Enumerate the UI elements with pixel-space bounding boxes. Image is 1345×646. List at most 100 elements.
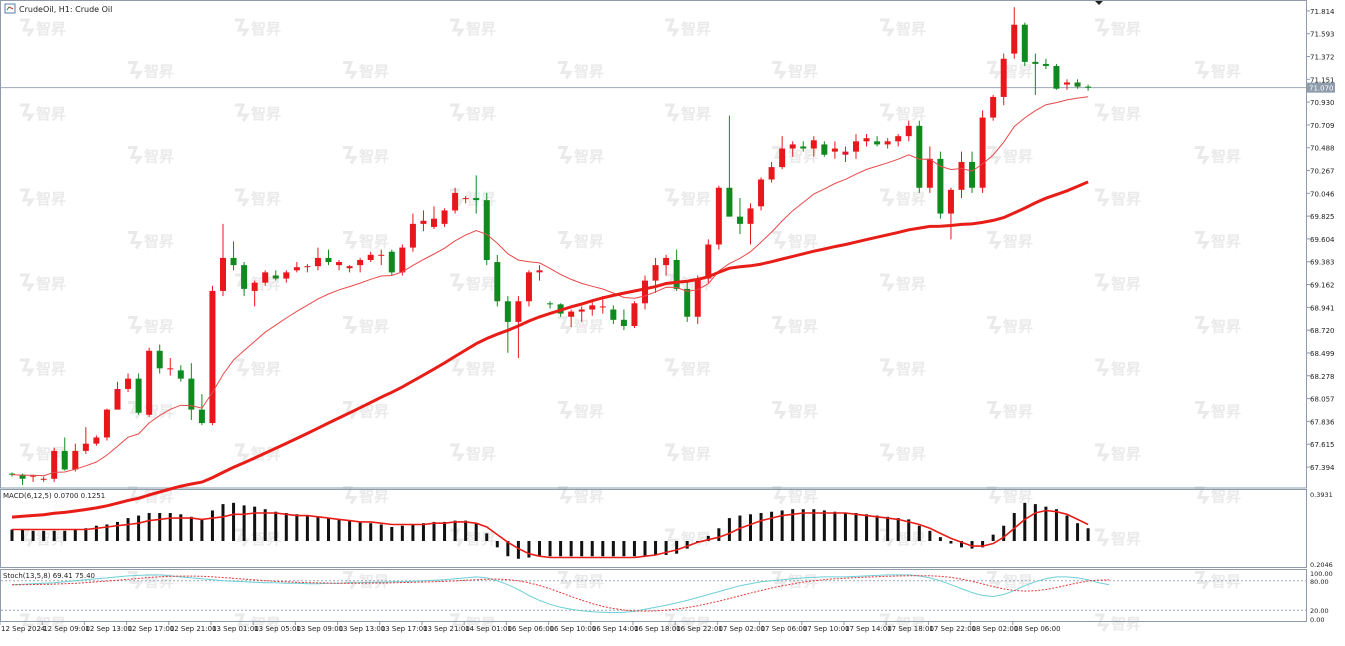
watermark-logo: 智昇 bbox=[665, 103, 711, 123]
watermark-text: 智昇 bbox=[359, 488, 389, 506]
candle bbox=[736, 198, 743, 235]
macd-bar bbox=[580, 540, 584, 557]
candle bbox=[272, 270, 279, 281]
watermark-text: 智昇 bbox=[251, 275, 281, 293]
macd-bar bbox=[158, 513, 162, 541]
watermark-text: 智昇 bbox=[896, 530, 926, 548]
watermark-text: 智昇 bbox=[574, 233, 604, 251]
watermark-logo: 智昇 bbox=[987, 316, 1033, 336]
watermark-text: 智昇 bbox=[1111, 530, 1141, 548]
macd-bar bbox=[865, 514, 869, 541]
price-tick-label: 69.383 bbox=[1310, 259, 1335, 267]
macd-bar bbox=[348, 520, 352, 541]
time-tick-label: 12 Sep 2024 bbox=[1, 625, 46, 633]
chart-shift-marker[interactable] bbox=[1095, 1, 1103, 5]
watermark-text: 智昇 bbox=[36, 275, 66, 293]
time-tick-label: 12 Sep 13:00 bbox=[85, 625, 132, 633]
macd-bar bbox=[358, 521, 362, 541]
watermark-logo: 智昇 bbox=[772, 316, 818, 336]
candle bbox=[262, 270, 269, 286]
macd-bar bbox=[538, 540, 541, 557]
watermark-logo: 智昇 bbox=[128, 231, 174, 251]
candle bbox=[177, 365, 184, 382]
watermark-logo: 智昇 bbox=[1095, 273, 1141, 293]
watermark-logo: 智昇 bbox=[20, 273, 66, 293]
candle bbox=[663, 254, 670, 276]
watermark-logo: 智昇 bbox=[450, 103, 496, 123]
price-tick-label: 68.720 bbox=[1310, 327, 1335, 335]
macd-bar bbox=[833, 511, 837, 541]
watermark-logo: 智昇 bbox=[128, 316, 174, 336]
watermark-logo: 智昇 bbox=[987, 61, 1033, 81]
macd-bar bbox=[369, 523, 373, 541]
macd-bar bbox=[495, 540, 499, 548]
watermark-text: 智昇 bbox=[1111, 615, 1141, 633]
watermark-text: 智昇 bbox=[896, 615, 926, 633]
macd-bar bbox=[1054, 509, 1058, 541]
watermark-logo: 智昇 bbox=[558, 61, 604, 81]
chart-title: CrudeOil, H1: Crude Oil bbox=[19, 5, 112, 14]
time-tick-label: 13 Sep 17:00 bbox=[381, 625, 428, 633]
price-tick-label: 70.709 bbox=[1310, 122, 1335, 130]
candle bbox=[1021, 22, 1028, 66]
candle bbox=[125, 373, 132, 393]
stoch-signal-line bbox=[12, 575, 1110, 612]
watermark-text: 智昇 bbox=[1111, 105, 1141, 123]
macd-bar bbox=[907, 519, 911, 541]
watermark-text: 智昇 bbox=[896, 360, 926, 378]
time-tick-label: 17 Sep 18:00 bbox=[887, 625, 934, 633]
candle bbox=[874, 136, 881, 147]
candle bbox=[346, 265, 353, 273]
macd-bar bbox=[168, 513, 172, 541]
watermark-text: 智昇 bbox=[36, 190, 66, 208]
time-tick-label: 17 Sep 02:00 bbox=[718, 625, 765, 633]
watermark-logo: 智昇 bbox=[558, 401, 604, 421]
stoch-tick-label: 0.00 bbox=[1310, 616, 1324, 624]
time-tick-label: 12 Sep 21:00 bbox=[170, 625, 217, 633]
ma-slow-line bbox=[11, 180, 1089, 519]
price-tick-label: 71.372 bbox=[1310, 53, 1335, 61]
candle bbox=[230, 241, 237, 271]
candle bbox=[146, 347, 153, 417]
macd-tick-label: 0.2046 bbox=[1310, 561, 1333, 569]
macd-bar bbox=[116, 521, 119, 541]
candle bbox=[842, 146, 849, 162]
macd-bar bbox=[527, 540, 531, 558]
candle bbox=[810, 136, 817, 157]
macd-bar bbox=[94, 525, 98, 541]
macd-bar bbox=[1033, 504, 1037, 541]
macd-bar bbox=[10, 529, 14, 541]
candle bbox=[114, 381, 121, 410]
macd-bar bbox=[801, 509, 805, 541]
candle bbox=[1074, 79, 1081, 89]
candle bbox=[905, 120, 912, 142]
candle bbox=[367, 251, 374, 263]
macd-bar bbox=[1012, 513, 1016, 541]
macd-bar bbox=[432, 521, 436, 541]
watermark-text: 智昇 bbox=[1003, 488, 1033, 506]
price-tick-label: 70.267 bbox=[1310, 168, 1335, 176]
watermark-logo: 智昇 bbox=[987, 401, 1033, 421]
time-tick-label: 13 Sep 05:00 bbox=[254, 625, 301, 633]
candle bbox=[863, 134, 870, 147]
time-tick-label: 16 Sep 14:00 bbox=[592, 625, 639, 633]
time-tick-label: 13 Sep 09:00 bbox=[296, 625, 343, 633]
macd-bar bbox=[221, 504, 225, 541]
candle bbox=[198, 394, 205, 426]
macd-bar bbox=[749, 514, 752, 541]
watermark-logo: 智昇 bbox=[665, 188, 711, 208]
watermark-text: 智昇 bbox=[788, 488, 818, 506]
macd-bar bbox=[126, 518, 130, 541]
macd-bar bbox=[569, 540, 573, 557]
time-tick-label: 17 Sep 22:00 bbox=[929, 625, 976, 633]
candle bbox=[378, 249, 385, 266]
watermark-text: 智昇 bbox=[1003, 573, 1033, 591]
candle bbox=[853, 134, 859, 159]
watermark-logo: 智昇 bbox=[343, 146, 389, 166]
macd-bar bbox=[305, 515, 309, 541]
candle bbox=[1042, 58, 1049, 70]
current-price-value: 71.070 bbox=[1309, 85, 1334, 93]
watermark-logo: 智昇 bbox=[1095, 613, 1141, 633]
macd-bar bbox=[179, 514, 183, 541]
